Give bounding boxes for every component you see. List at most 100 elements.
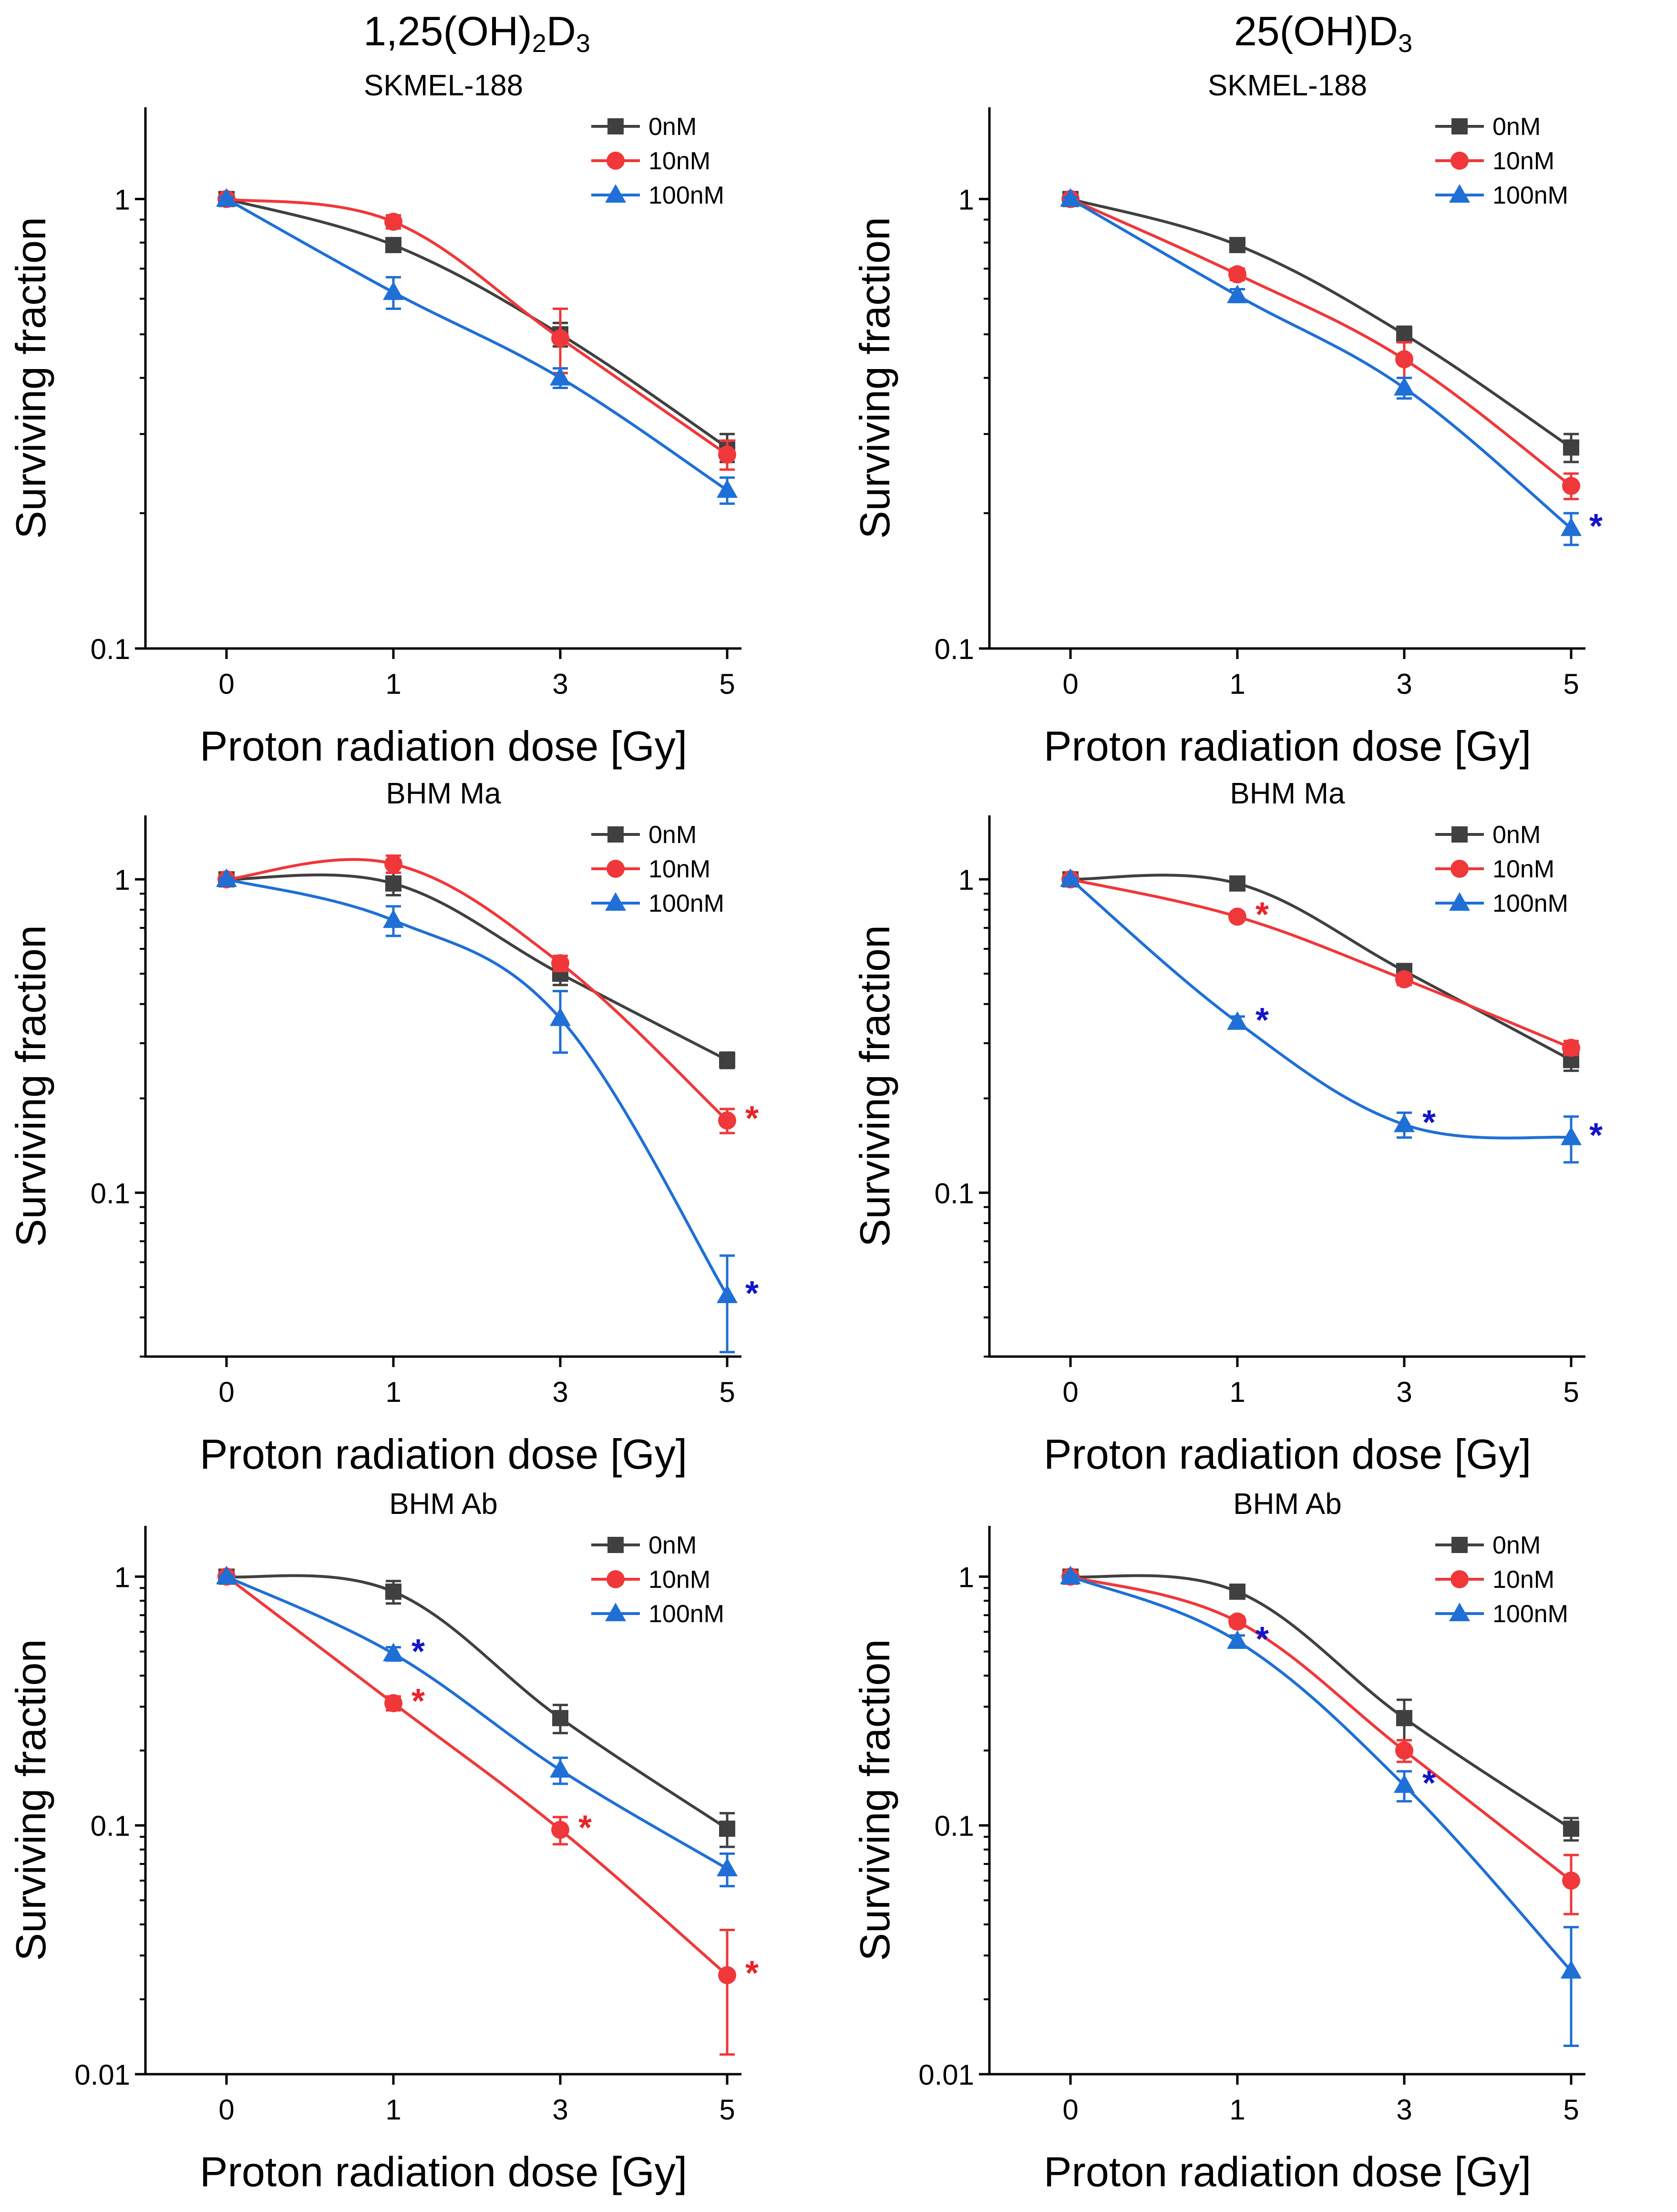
x-axis-label: Proton radiation dose [Gy] [1044, 722, 1531, 770]
series-line-0nM [226, 873, 728, 1061]
chart-panel-5: BHM Ab 0.01 0.1 1 0 1 3 5 Proton radiation dose … [7, 1488, 759, 2195]
series-line-10nM [1070, 878, 1572, 1049]
data-point-100nM [550, 1007, 571, 1026]
legend: 0nM 10nM 100nM [591, 1532, 724, 1628]
legend-label-0nM: 0nM [1492, 113, 1541, 141]
significance-star: * [745, 1275, 759, 1313]
legend-label-0nM: 0nM [1492, 821, 1541, 849]
data-point-100nM [1394, 377, 1415, 396]
data-point-10nM [1562, 477, 1580, 495]
legend-label-100nM: 100nM [1492, 890, 1568, 917]
data-point-0nM [385, 1584, 401, 1600]
x-tick-label: 0 [1062, 2094, 1078, 2126]
data-point-10nM [551, 329, 569, 348]
legend: 0nM 10nM 100nM [1435, 113, 1568, 209]
legend-label-100nM: 100nM [1492, 182, 1568, 209]
data-point-0nM [385, 875, 401, 892]
series-100nM [216, 188, 738, 505]
legend-label-100nM: 100nM [648, 1600, 724, 1628]
legend-marker-100nM [605, 1603, 626, 1621]
data-point-100nM [1060, 1565, 1081, 1584]
y-tick-label: 0.1 [935, 1810, 974, 1842]
x-tick-label: 3 [552, 2094, 568, 2126]
data-point-0nM [1563, 439, 1579, 456]
chart-panel-3: BHM Ma 0.1 1 0 1 3 5 Proton radiation dose [Gy]… [7, 777, 759, 1478]
data-point-100nM [1227, 1011, 1248, 1030]
y-tick-label: 1 [958, 184, 974, 216]
data-point-10nM [551, 954, 569, 973]
data-point-0nM [1396, 326, 1412, 343]
y-tick-label: 0.1 [91, 1177, 130, 1209]
legend-marker-0nM [1451, 826, 1468, 843]
chart-panel-1: SKMEL-188 0.1 1 0 1 3 5 Proton radiation dose [… [7, 69, 741, 770]
x-tick-label: 3 [1396, 668, 1412, 700]
series-10nM: * [217, 854, 759, 1138]
series-line-10nM [226, 1575, 728, 1976]
x-tick-label: 3 [552, 668, 568, 700]
data-point-10nM [1228, 907, 1246, 926]
legend-label-10nM: 10nM [648, 147, 710, 175]
x-tick-label: 3 [552, 1376, 568, 1408]
legend-marker-10nM [607, 1570, 625, 1588]
series-10nM: * * * [217, 1567, 759, 2056]
data-point-10nM [384, 213, 402, 231]
data-point-100nM [550, 367, 571, 386]
column-title-right: 25(OH)D3 [1234, 9, 1412, 58]
y-tick-label: 1 [114, 1561, 130, 1593]
significance-star: * [1589, 507, 1603, 545]
y-tick-label: 1 [958, 1561, 974, 1593]
data-point-100nM [383, 281, 404, 300]
x-tick-label: 1 [1229, 668, 1245, 700]
significance-star: * [1422, 1764, 1436, 1802]
x-tick-label: 1 [385, 1376, 401, 1408]
x-tick-label: 3 [1396, 2094, 1412, 2126]
data-point-0nM [719, 1052, 735, 1069]
y-axis-label: Surviving fraction [7, 925, 54, 1247]
series-0nM [218, 191, 735, 463]
y-tick-label: 0.1 [91, 1810, 130, 1842]
series-10nM [1061, 190, 1580, 501]
legend: 0nM 10nM 100nM [591, 113, 724, 209]
legend-label-10nM: 10nM [1492, 147, 1554, 175]
legend-marker-100nM [1449, 892, 1470, 911]
x-tick-label: 5 [719, 2094, 735, 2126]
data-point-100nM [1060, 188, 1081, 207]
legend-label-10nM: 10nM [1492, 1566, 1554, 1594]
legend-marker-100nM [1449, 184, 1470, 203]
series-100nM: * * * [1060, 868, 1603, 1164]
data-point-100nM [550, 1759, 571, 1778]
data-point-10nM [1395, 350, 1413, 369]
legend-marker-10nM [1451, 860, 1469, 878]
data-point-0nM [1563, 1821, 1579, 1837]
data-point-10nM [384, 854, 402, 873]
data-point-100nM [383, 909, 404, 928]
data-point-100nM [717, 1284, 738, 1303]
data-point-0nM [385, 237, 401, 253]
panel-title: BHM Ab [1233, 1488, 1341, 1521]
y-axis-label: Surviving fraction [851, 217, 898, 539]
series-line-10nM [1070, 1575, 1572, 1882]
series-line-0nM [1070, 197, 1572, 449]
significance-star: * [1422, 1103, 1436, 1142]
legend: 0nM 10nM 100nM [1435, 1532, 1568, 1628]
y-tick-label: 0.1 [91, 633, 130, 665]
legend-marker-10nM [607, 860, 625, 878]
legend-marker-0nM [1451, 1537, 1468, 1553]
series-line-10nM [226, 197, 728, 456]
series-0nM [1062, 191, 1579, 463]
y-tick-label: 1 [114, 184, 130, 216]
y-tick-label: 1 [958, 864, 974, 896]
series-line-100nM [1070, 197, 1572, 530]
legend-marker-0nM [607, 1537, 624, 1553]
panel-title: SKMEL-188 [364, 69, 523, 102]
data-point-10nM [718, 1111, 736, 1130]
x-tick-label: 5 [1563, 2094, 1579, 2126]
series-line-100nM [226, 878, 729, 1296]
x-tick-label: 0 [1062, 1376, 1078, 1408]
chart-panel-6: BHM Ab 0.01 0.1 1 0 1 3 5 Proton radiation dose … [851, 1488, 1585, 2195]
series-10nM [217, 190, 736, 471]
x-tick-label: 0 [218, 668, 234, 700]
legend-label-10nM: 10nM [648, 1566, 710, 1594]
legend-marker-0nM [607, 826, 624, 843]
